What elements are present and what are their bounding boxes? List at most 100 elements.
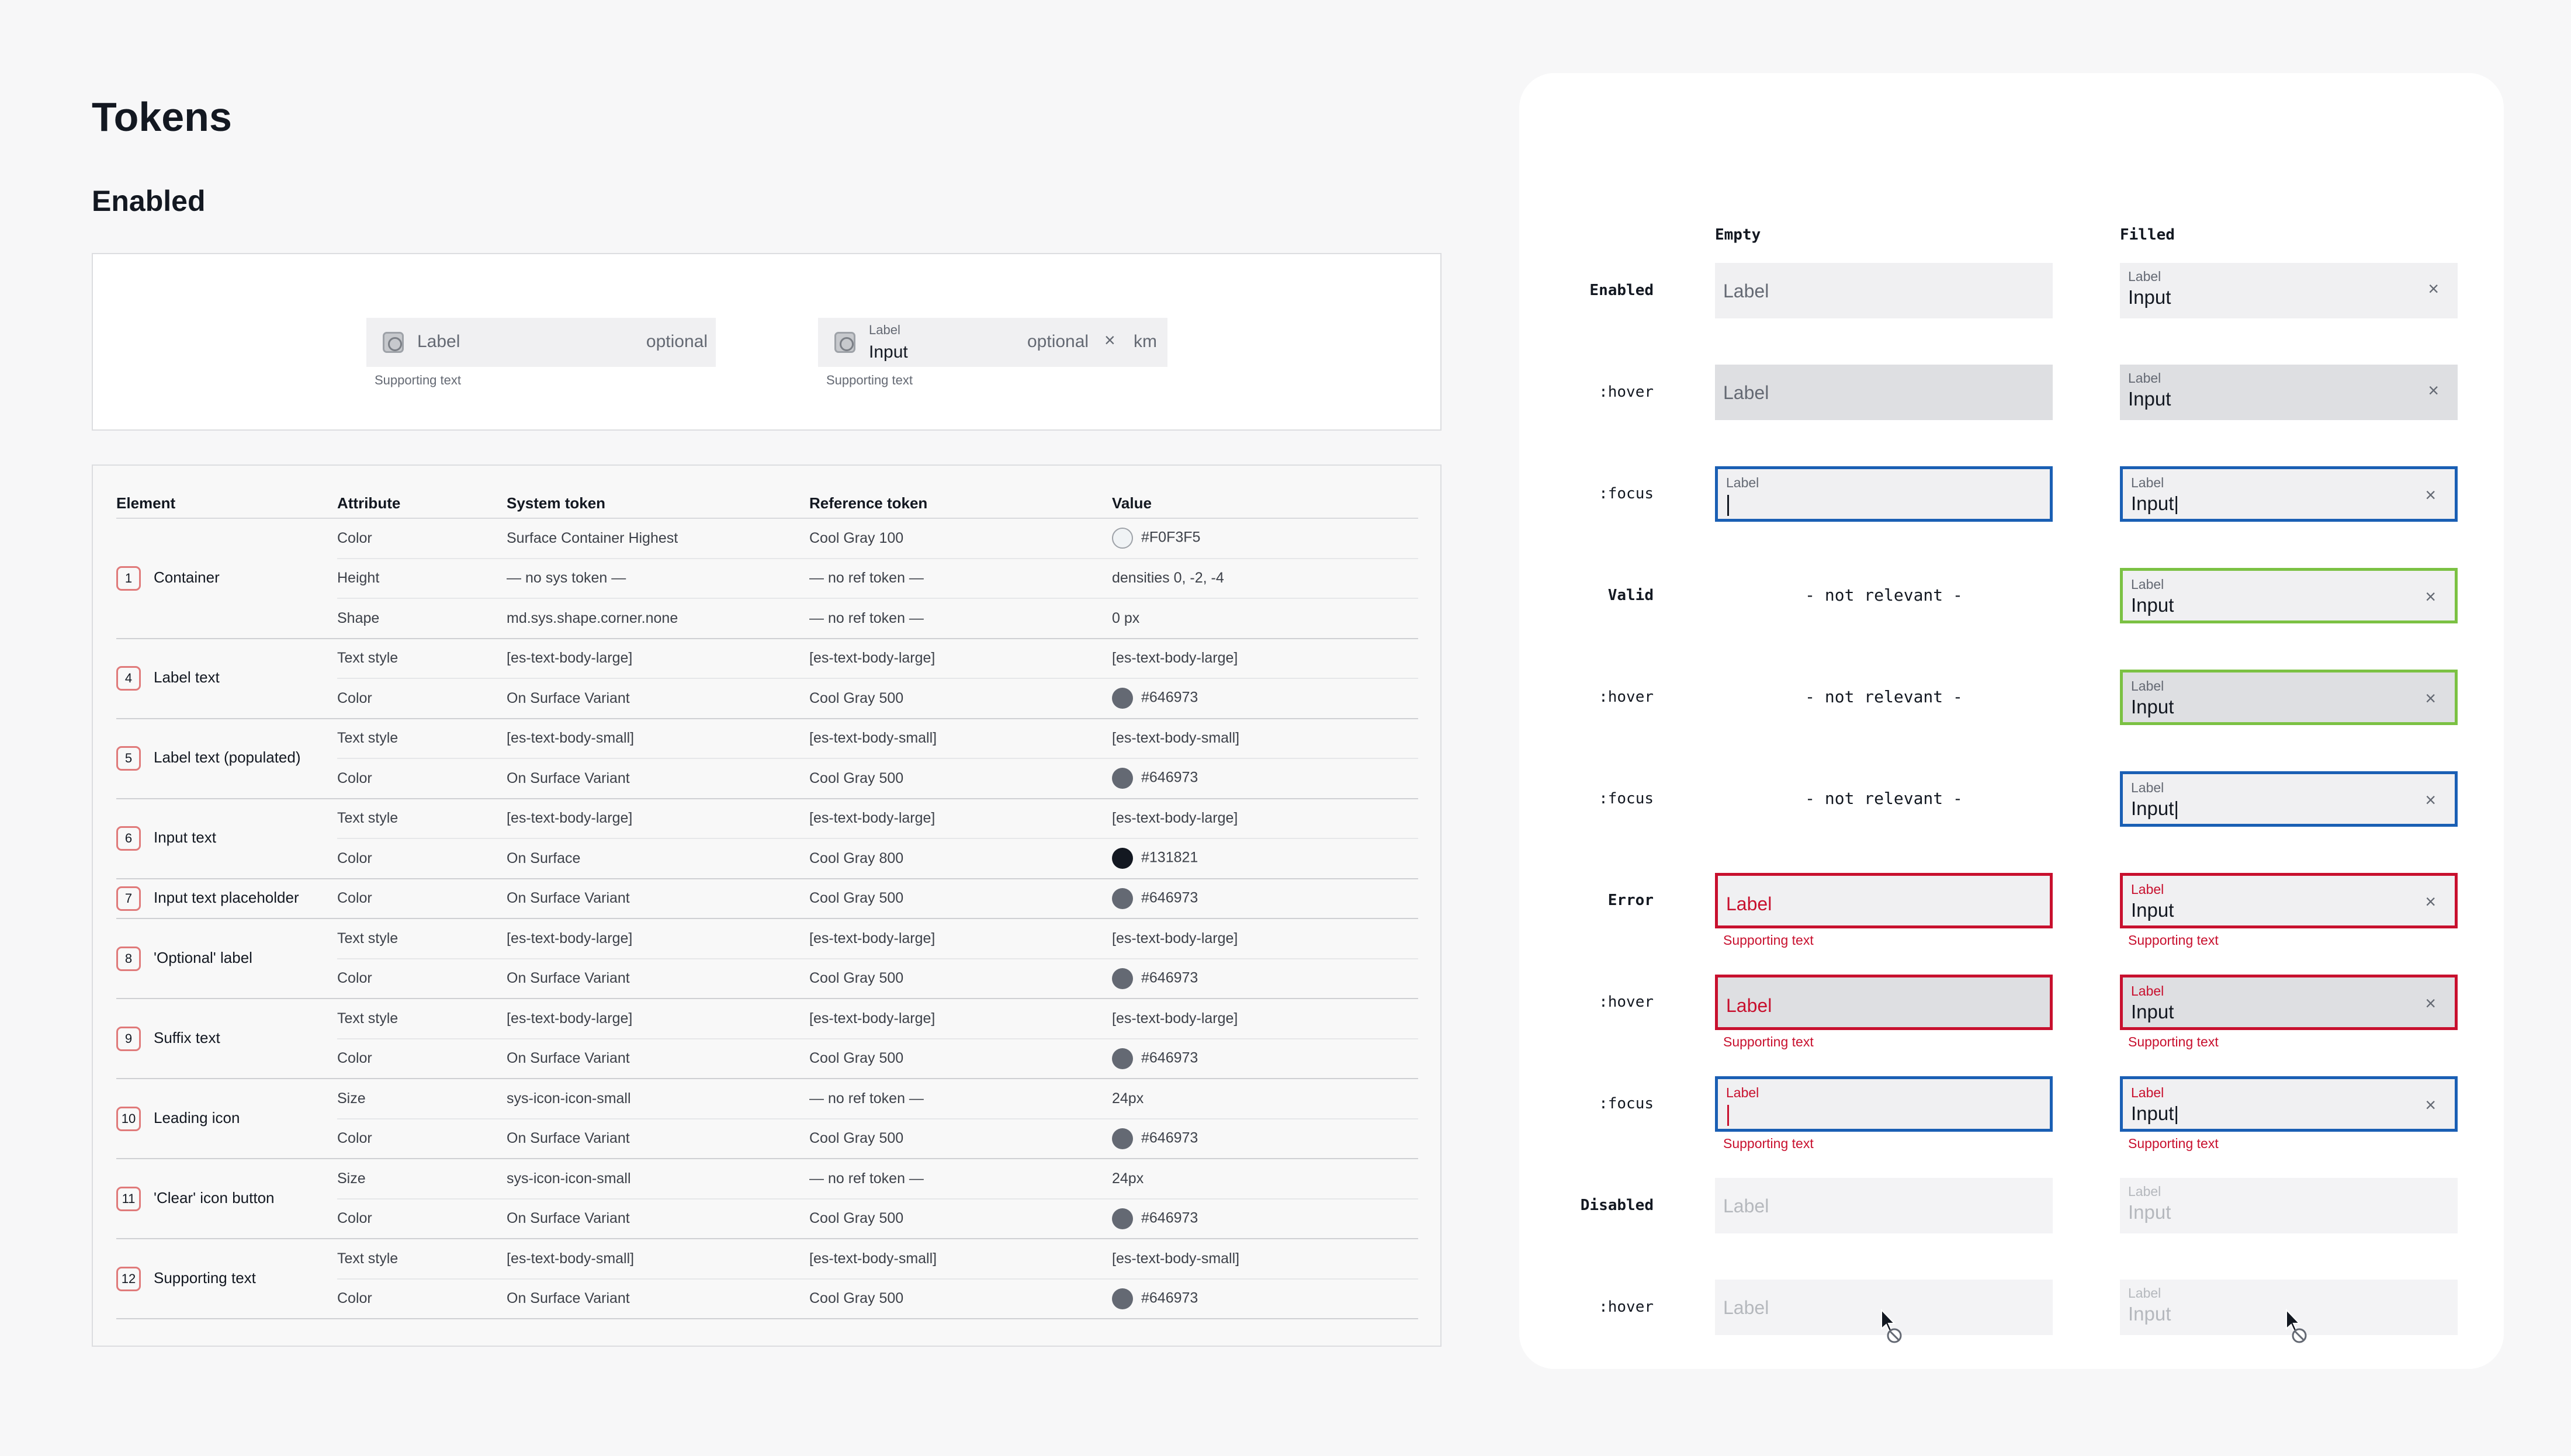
- text-field-filled[interactable]: Label Input ×: [2120, 975, 2458, 1030]
- field-input: Input: [869, 342, 908, 362]
- color-swatch: [1112, 848, 1133, 869]
- table-row: 10 Leading icon Size sys-icon-icon-small — n…: [116, 1079, 1418, 1159]
- text-field-filled[interactable]: Label Input| ×: [2120, 466, 2458, 522]
- text-field-empty[interactable]: Label: [1715, 975, 2053, 1030]
- clear-icon[interactable]: ×: [2425, 891, 2436, 912]
- clear-icon[interactable]: ×: [2425, 586, 2436, 607]
- reference-token-cell: — no ref token —: [809, 558, 1112, 599]
- reference-token-cell: Cool Gray 500: [809, 1198, 1112, 1239]
- clear-icon[interactable]: ×: [2425, 688, 2436, 709]
- text-field-filled[interactable]: Label Input optional × km: [818, 318, 1167, 367]
- clear-icon[interactable]: ×: [2428, 278, 2439, 299]
- attribute-cell: Text style: [337, 718, 507, 759]
- reference-token-cell: [es-text-body-large]: [809, 918, 1112, 959]
- clear-icon[interactable]: ×: [2425, 789, 2436, 810]
- reference-token-cell: Cool Gray 500: [809, 958, 1112, 999]
- text-field-empty[interactable]: Label: [1715, 263, 2053, 318]
- table-row: Color On Surface Variant Cool Gray 500 #646…: [116, 1118, 1418, 1159]
- attribute-cell: Text style: [337, 1239, 507, 1280]
- value-cell: #131821: [1112, 838, 1418, 879]
- element-name: Input text: [154, 828, 216, 846]
- text-field-filled[interactable]: Label Input| ×: [2120, 771, 2458, 827]
- element-number-badge: 11: [116, 1186, 141, 1211]
- field-input: Input|: [2131, 493, 2179, 514]
- system-token-cell: sys-icon-icon-small: [507, 1079, 809, 1119]
- value-text: densities 0, -2, -4: [1112, 570, 1224, 587]
- text-field-filled: Label Input: [2120, 1280, 2458, 1335]
- element-cell: 1 Container: [116, 518, 337, 639]
- value-text: [es-text-body-small]: [1112, 1250, 1240, 1267]
- clear-icon[interactable]: ×: [1104, 330, 1115, 351]
- text-field-filled[interactable]: Label Input ×: [2120, 670, 2458, 725]
- element-cell: 4 Label text: [116, 638, 337, 719]
- value-cell: [es-text-body-large]: [1112, 918, 1418, 959]
- system-token-cell: [es-text-body-large]: [507, 999, 809, 1039]
- value-text: 24px: [1112, 1090, 1144, 1107]
- field-label: Label: [1723, 280, 1769, 301]
- system-token-cell: [es-text-body-small]: [507, 1239, 809, 1280]
- attribute-cell: Color: [337, 678, 507, 719]
- clear-icon[interactable]: ×: [2428, 380, 2439, 401]
- reference-token-cell: Cool Gray 500: [809, 1038, 1112, 1079]
- text-field-empty[interactable]: Label optional: [366, 318, 716, 367]
- header-system-token: System token: [507, 489, 809, 519]
- value-text: #646973: [1141, 689, 1198, 706]
- value-cell: #646973: [1112, 1038, 1418, 1079]
- supporting-text: Supporting text: [1723, 1034, 1814, 1049]
- table-row: 7 Input text placeholder Color On Surface V…: [116, 878, 1418, 919]
- text-field-empty[interactable]: Label: [1715, 365, 2053, 420]
- element-number-badge: 6: [116, 826, 141, 851]
- element-cell: 6 Input text: [116, 798, 337, 879]
- value-text: [es-text-body-large]: [1112, 1010, 1238, 1027]
- field-input: Input: [2128, 388, 2171, 410]
- clear-icon[interactable]: ×: [2425, 484, 2436, 505]
- attribute-cell: Shape: [337, 598, 507, 639]
- field-label: Label: [2131, 882, 2164, 897]
- value-cell: #646973: [1112, 758, 1418, 799]
- field-label: Label: [2128, 1184, 2161, 1199]
- field-label: Label: [1726, 995, 1772, 1016]
- field-label: Label: [2131, 678, 2164, 694]
- value-cell: #646973: [1112, 878, 1418, 919]
- color-swatch: [1112, 528, 1133, 549]
- text-field-filled[interactable]: Label Input| ×: [2120, 1076, 2458, 1132]
- text-field-filled[interactable]: Label Input ×: [2120, 365, 2458, 420]
- system-token-cell: On Surface: [507, 838, 809, 879]
- state-row-label: :hover: [1599, 688, 1654, 706]
- text-field-empty[interactable]: Label: [1715, 466, 2053, 522]
- table-row: 8 'Optional' label Text style [es-text-body…: [116, 918, 1418, 999]
- text-field-filled[interactable]: Label Input ×: [2120, 263, 2458, 318]
- system-token-cell: [es-text-body-small]: [507, 718, 809, 759]
- system-token-cell: [es-text-body-large]: [507, 798, 809, 839]
- reference-token-cell: — no ref token —: [809, 598, 1112, 639]
- value-text: [es-text-body-large]: [1112, 930, 1238, 947]
- table-row: Shape md.sys.shape.corner.none — no ref to…: [116, 598, 1418, 639]
- element-cell: 9 Suffix text: [116, 999, 337, 1079]
- clear-icon[interactable]: ×: [2425, 993, 2436, 1014]
- value-cell: #646973: [1112, 958, 1418, 999]
- text-field-empty[interactable]: Label: [1715, 1076, 2053, 1132]
- text-caret: [1727, 1105, 1729, 1126]
- system-token-cell: On Surface Variant: [507, 678, 809, 719]
- state-row-label: :focus: [1599, 1095, 1654, 1112]
- reference-token-cell: Cool Gray 500: [809, 1118, 1112, 1159]
- text-field-filled: Label Input: [2120, 1178, 2458, 1233]
- element-name: Label text: [154, 668, 220, 686]
- text-caret: [1727, 495, 1729, 516]
- element-number-badge: 7: [116, 886, 141, 911]
- field-input: Input|: [2131, 798, 2179, 819]
- attribute-cell: Text style: [337, 798, 507, 839]
- text-field-filled[interactable]: Label Input ×: [2120, 568, 2458, 623]
- clear-icon[interactable]: ×: [2425, 1094, 2436, 1115]
- field-input: Input: [2128, 1201, 2171, 1223]
- optional-label: optional: [1027, 332, 1089, 351]
- table-row: Color On Surface Variant Cool Gray 500 #646…: [116, 1198, 1418, 1239]
- value-text: #646973: [1141, 1049, 1198, 1066]
- system-token-cell: On Surface Variant: [507, 1198, 809, 1239]
- text-field-empty[interactable]: Label: [1715, 873, 2053, 928]
- text-field-filled[interactable]: Label Input ×: [2120, 873, 2458, 928]
- element-number-badge: 4: [116, 666, 141, 691]
- field-label: Label: [2128, 269, 2161, 284]
- element-cell: 5 Label text (populated): [116, 718, 337, 799]
- system-token-cell: On Surface Variant: [507, 758, 809, 799]
